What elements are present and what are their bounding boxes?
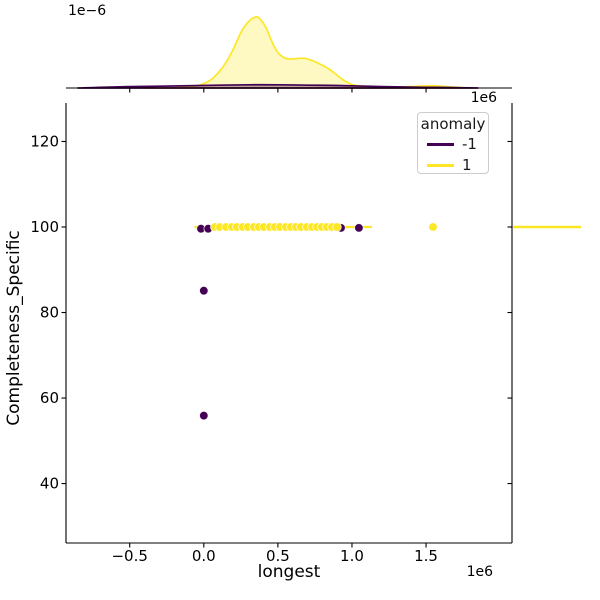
- y-tick-label: 120: [30, 132, 59, 150]
- legend-label-pos1: 1: [462, 156, 472, 174]
- data-point-anomaly-pos1: [428, 222, 438, 232]
- x-tick-label: 1.5: [414, 547, 438, 565]
- top-marginal-kde: [77, 16, 479, 89]
- axes-spines-ticks: −0.5 0.0 0.5 1.0 1.5 40 60 80 100 120: [30, 87, 513, 565]
- legend-entry-pos1: 1: [418, 155, 488, 176]
- legend-line-purple-icon: [427, 143, 454, 146]
- y-tick-label: 100: [30, 218, 59, 236]
- legend: anomaly -1 1: [417, 112, 489, 174]
- x-tick-label: 0.5: [266, 547, 290, 565]
- x-tick-label: 1.0: [340, 547, 364, 565]
- legend-label-neg1: -1: [462, 135, 477, 153]
- y-tick-label: 40: [40, 475, 59, 493]
- scatter-points: [194, 222, 438, 421]
- legend-line-yellow-icon: [427, 164, 454, 167]
- x-axis-label: longest: [258, 562, 321, 582]
- x-axis-offset-label: 1e6: [467, 564, 494, 580]
- y-tick-label: 80: [40, 304, 59, 322]
- x-tick-label: −0.5: [111, 547, 147, 565]
- kde-curve--1: [77, 83, 479, 89]
- legend-entry-neg1: -1: [418, 134, 488, 155]
- top-axis-x-offset-label: 1e6: [471, 90, 498, 106]
- data-point-anomaly-neg1: [199, 410, 209, 421]
- legend-title: anomaly: [420, 115, 486, 133]
- kde-curve-1: [143, 16, 472, 89]
- y-axis-label: Completeness_Specific: [4, 230, 24, 426]
- top-marginal-offset-label: 1e−6: [68, 3, 106, 19]
- x-tick-label: 0.0: [192, 547, 216, 565]
- data-point-anomaly-pos1: [332, 222, 342, 232]
- data-point-anomaly-neg1: [199, 286, 209, 296]
- data-point-anomaly-neg1: [354, 223, 364, 233]
- y-tick-label: 60: [40, 389, 59, 407]
